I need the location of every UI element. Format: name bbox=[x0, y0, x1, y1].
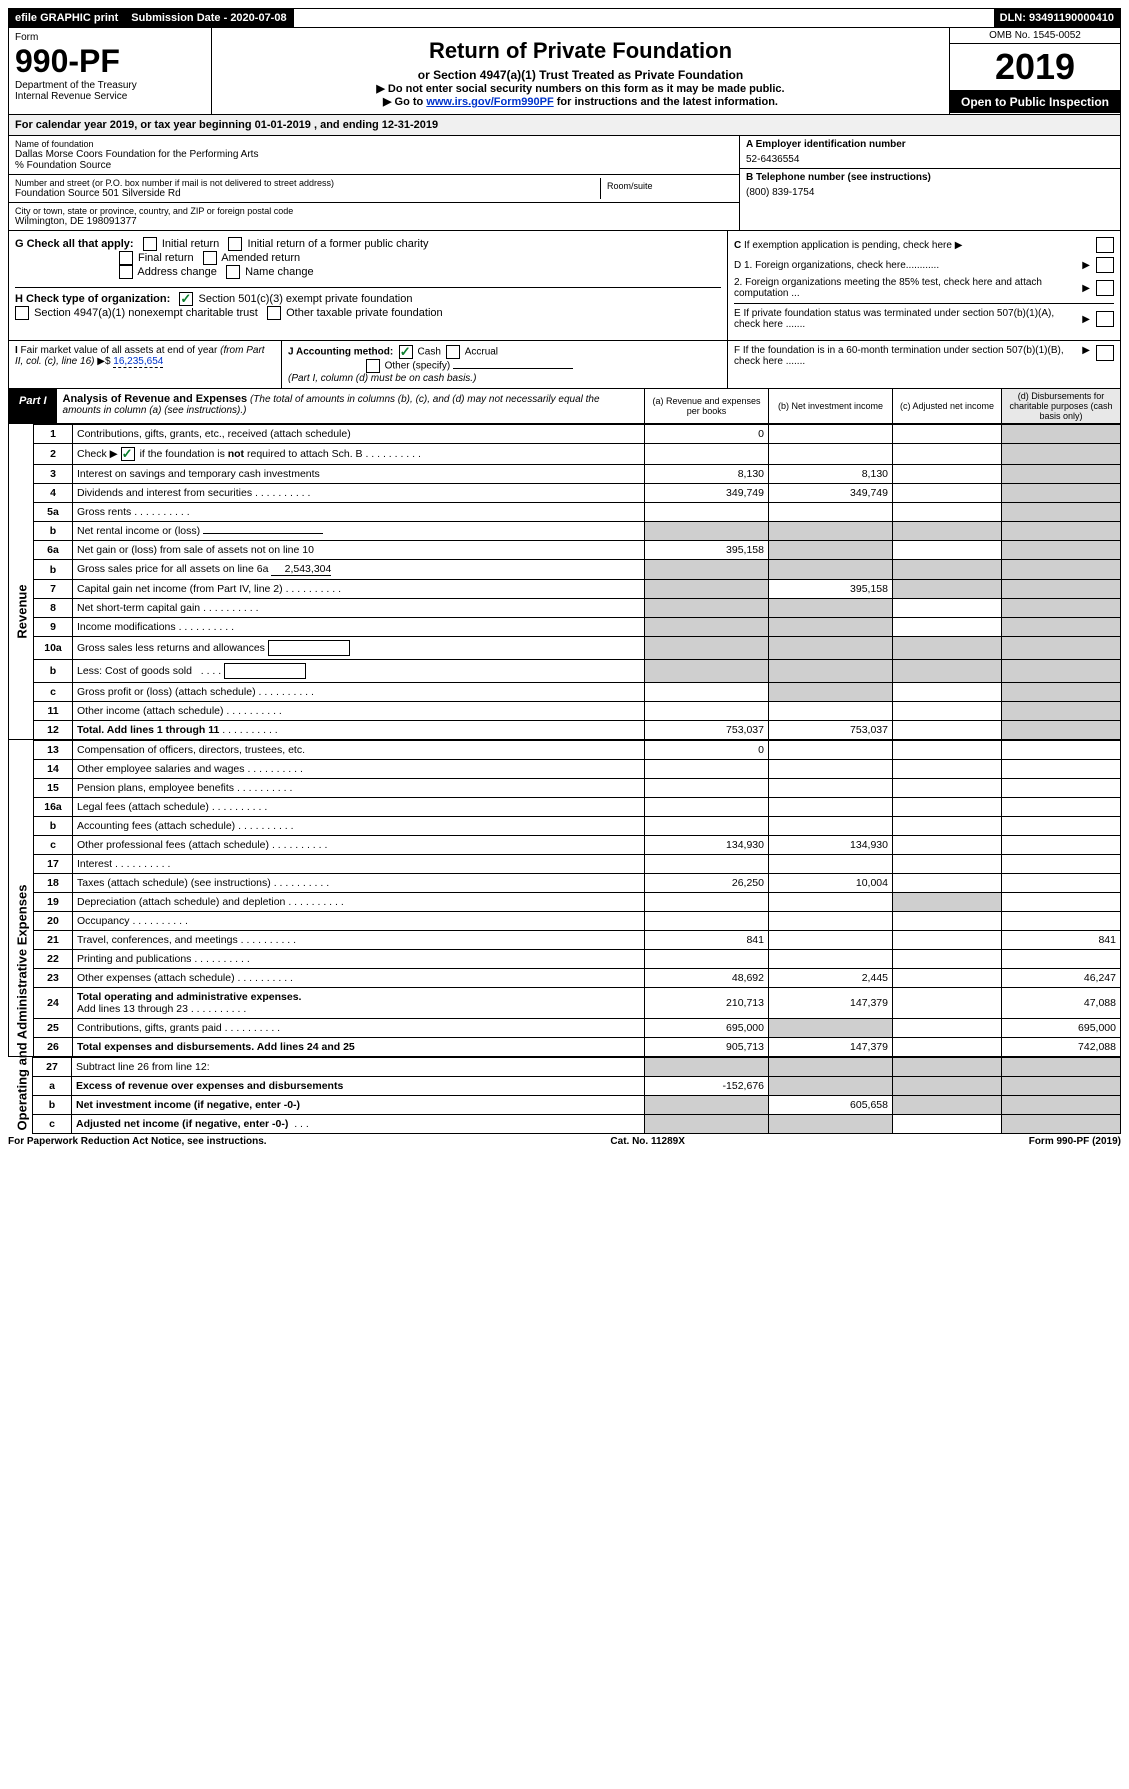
phone-label: B Telephone number (see instructions) bbox=[746, 172, 1114, 183]
open-inspection: Open to Public Inspection bbox=[950, 91, 1120, 113]
j-label: J Accounting method: bbox=[288, 347, 393, 358]
col-b: (b) Net investment income bbox=[768, 389, 892, 423]
chk-c[interactable] bbox=[1096, 237, 1114, 253]
calendar-year-row: For calendar year 2019, or tax year begi… bbox=[8, 115, 1121, 136]
chk-d1[interactable] bbox=[1096, 257, 1114, 273]
f-label: F If the foundation is in a 60-month ter… bbox=[734, 345, 1082, 367]
city-label: City or town, state or province, country… bbox=[15, 206, 733, 216]
addr-label: Number and street (or P.O. box number if… bbox=[15, 178, 600, 188]
fmv-value: 16,235,654 bbox=[113, 356, 163, 368]
chk-amended[interactable] bbox=[203, 251, 217, 265]
g-label: G Check all that apply: bbox=[15, 238, 134, 250]
form-number: 990-PF bbox=[15, 43, 205, 80]
chk-final[interactable] bbox=[119, 251, 133, 265]
part1-label: Part I bbox=[9, 389, 57, 423]
tax-year: 2019 bbox=[950, 44, 1120, 91]
j-note: (Part I, column (d) must be on cash basi… bbox=[288, 373, 476, 384]
expenses-side-label: Operating and Administrative Expenses bbox=[8, 740, 33, 1057]
chk-other-acct[interactable] bbox=[366, 359, 380, 373]
footer-cat: Cat. No. 11289X bbox=[610, 1136, 684, 1147]
phone-value: (800) 839-1754 bbox=[746, 183, 1114, 198]
footer-form: Form 990-PF (2019) bbox=[1029, 1136, 1121, 1147]
c-label: C If exemption application is pending, c… bbox=[734, 240, 1090, 251]
chk-address[interactable] bbox=[119, 265, 133, 279]
chk-initial[interactable] bbox=[143, 237, 157, 251]
subtract-table: 27Subtract line 26 from line 12: aExcess… bbox=[32, 1057, 1121, 1134]
ein-value: 52-6436554 bbox=[746, 150, 1114, 165]
chk-initial-former[interactable] bbox=[228, 237, 242, 251]
room-label: Room/suite bbox=[607, 181, 727, 191]
form-subtitle: or Section 4947(a)(1) Trust Treated as P… bbox=[218, 68, 943, 82]
ein-label: A Employer identification number bbox=[746, 139, 1114, 150]
col-a: (a) Revenue and expenses per books bbox=[644, 389, 768, 423]
form-label: Form bbox=[15, 32, 205, 43]
top-bar: efile GRAPHIC print Submission Date - 20… bbox=[8, 8, 1121, 28]
h-label: H Check type of organization: bbox=[15, 293, 170, 305]
chk-501c3[interactable] bbox=[179, 292, 193, 306]
expenses-table: 13Compensation of officers, directors, t… bbox=[33, 740, 1121, 1057]
checkbox-section: G Check all that apply: Initial return I… bbox=[8, 231, 1121, 341]
foundation-name: Dallas Morse Coors Foundation for the Pe… bbox=[15, 149, 733, 171]
chk-d2[interactable] bbox=[1096, 280, 1114, 296]
chk-e[interactable] bbox=[1096, 311, 1114, 327]
omb-number: OMB No. 1545-0052 bbox=[950, 28, 1120, 44]
part1-title: Analysis of Revenue and Expenses bbox=[63, 393, 248, 405]
chk-cash[interactable] bbox=[399, 345, 413, 359]
city-value: Wilmington, DE 198091377 bbox=[15, 216, 733, 227]
form-title: Return of Private Foundation bbox=[218, 38, 943, 64]
dept-label: Department of the Treasury Internal Reve… bbox=[15, 80, 205, 102]
page-footer: For Paperwork Reduction Act Notice, see … bbox=[8, 1134, 1121, 1149]
revenue-table: 1Contributions, gifts, grants, etc., rec… bbox=[33, 424, 1121, 740]
ij-row: I Fair market value of all assets at end… bbox=[8, 341, 1121, 389]
d2-label: 2. Foreign organizations meeting the 85%… bbox=[734, 277, 1082, 299]
identity-block: Name of foundation Dallas Morse Coors Fo… bbox=[8, 136, 1121, 231]
dln: DLN: 93491190000410 bbox=[994, 9, 1120, 27]
d1-label: D 1. Foreign organizations, check here..… bbox=[734, 260, 1082, 271]
note-link: ▶ Go to www.irs.gov/Form990PF for instru… bbox=[218, 95, 943, 108]
address: Foundation Source 501 Silverside Rd bbox=[15, 188, 600, 199]
col-c: (c) Adjusted net income bbox=[892, 389, 1001, 423]
irs-link[interactable]: www.irs.gov/Form990PF bbox=[426, 96, 553, 108]
part1-header: Part I Analysis of Revenue and Expenses … bbox=[8, 389, 1121, 424]
e-label: E If private foundation status was termi… bbox=[734, 308, 1082, 330]
chk-4947[interactable] bbox=[15, 306, 29, 320]
revenue-side-label: Revenue bbox=[8, 424, 33, 740]
chk-name[interactable] bbox=[226, 265, 240, 279]
chk-sch-b[interactable] bbox=[121, 447, 135, 461]
note-ssn: ▶ Do not enter social security numbers o… bbox=[218, 82, 943, 95]
col-d: (d) Disbursements for charitable purpose… bbox=[1001, 389, 1120, 423]
form-header: Form 990-PF Department of the Treasury I… bbox=[8, 28, 1121, 115]
efile-label[interactable]: efile GRAPHIC print bbox=[9, 9, 125, 27]
chk-f[interactable] bbox=[1096, 345, 1114, 361]
submission-date: Submission Date - 2020-07-08 bbox=[125, 9, 293, 27]
footer-left: For Paperwork Reduction Act Notice, see … bbox=[8, 1136, 267, 1147]
chk-accrual[interactable] bbox=[446, 345, 460, 359]
name-label: Name of foundation bbox=[15, 139, 733, 149]
chk-other-tax[interactable] bbox=[267, 306, 281, 320]
